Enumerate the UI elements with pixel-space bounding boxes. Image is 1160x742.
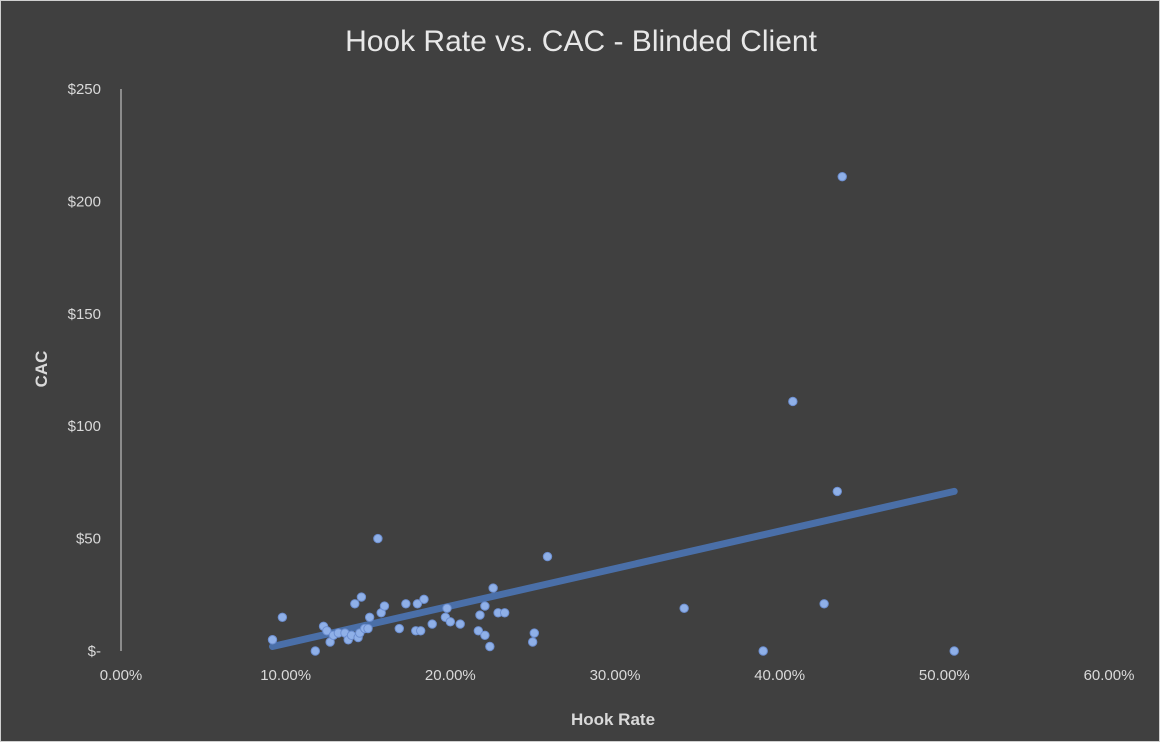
- y-tick-label: $-: [88, 643, 101, 660]
- data-point: [949, 646, 959, 656]
- data-point: [485, 641, 495, 652]
- x-tick-label: 60.00%: [1084, 667, 1135, 684]
- data-point: [679, 603, 689, 613]
- data-point: [419, 594, 429, 604]
- x-tick-label: 30.00%: [590, 667, 641, 684]
- data-point: [401, 599, 411, 609]
- x-tick-labels: 0.00% 10.00% 20.00% 30.00% 40.00% 50.00% 60.00…: [100, 667, 1135, 684]
- data-point: [529, 628, 540, 638]
- data-point: [527, 637, 538, 647]
- data-point: [445, 617, 456, 627]
- data-point: [475, 610, 485, 620]
- data-point: [322, 626, 332, 636]
- y-tick-label: $200: [68, 193, 101, 210]
- y-tick-label: $250: [68, 81, 101, 98]
- data-point: [277, 612, 288, 622]
- data-point: [267, 635, 278, 645]
- y-tick-label: $100: [68, 418, 101, 435]
- chart-title: Hook Rate vs. CAC - Blinded Client: [345, 25, 818, 58]
- data-point: [442, 603, 452, 613]
- data-points: [267, 171, 959, 656]
- x-tick-label: 50.00%: [919, 667, 970, 684]
- x-tick-label: 40.00%: [754, 667, 805, 684]
- data-point: [455, 619, 465, 629]
- data-point: [379, 601, 390, 611]
- data-point: [480, 630, 490, 640]
- data-point: [832, 486, 842, 497]
- data-point: [394, 623, 404, 634]
- y-tick-label: $50: [76, 531, 101, 548]
- y-tick-label: $150: [68, 306, 101, 323]
- x-tick-label: 20.00%: [425, 667, 476, 684]
- y-axis-title: CAC: [32, 351, 51, 388]
- data-point: [373, 533, 383, 544]
- data-point: [415, 626, 426, 636]
- data-point: [542, 551, 553, 562]
- data-point: [363, 623, 373, 634]
- data-point: [499, 608, 510, 618]
- data-point: [350, 599, 360, 609]
- data-point: [837, 171, 847, 182]
- data-point: [758, 646, 768, 656]
- data-point: [788, 396, 798, 407]
- data-point: [310, 646, 321, 656]
- data-point: [427, 619, 437, 629]
- x-tick-label: 10.00%: [260, 667, 311, 684]
- data-point: [364, 612, 375, 622]
- data-point: [412, 599, 423, 609]
- trendline: [268, 487, 958, 651]
- data-point: [356, 592, 367, 602]
- y-tick-labels: $- $50 $100 $150 $200 $250: [68, 81, 101, 660]
- data-point: [488, 583, 498, 593]
- x-tick-label: 0.00%: [100, 667, 143, 684]
- data-point: [473, 626, 484, 636]
- data-point: [819, 599, 829, 609]
- x-axis-title: Hook Rate: [571, 710, 655, 729]
- data-point: [480, 601, 490, 611]
